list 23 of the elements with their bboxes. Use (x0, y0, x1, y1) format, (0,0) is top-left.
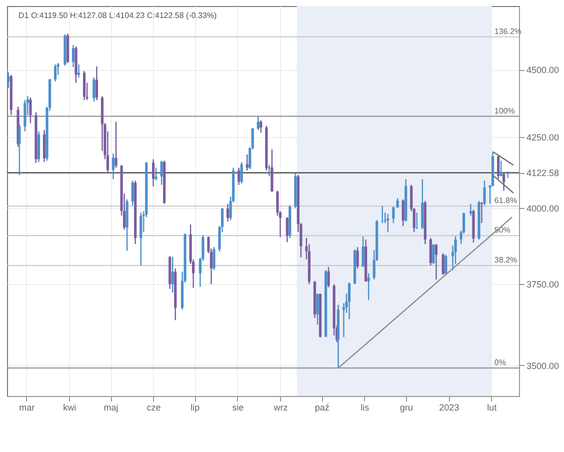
x-tick-label: cze (146, 402, 161, 412)
y-tick-label: 4250.00 (526, 132, 560, 142)
x-tick-label: sie (232, 402, 244, 412)
text: D1 O:4119.50 H:4127.08 L:4104.23 C:4122.58 (-0.33%) (18, 11, 218, 20)
y-tick-label: 3750.00 (526, 280, 560, 290)
y-tick-label: 4500.00 (526, 65, 560, 76)
annotation: 61.8% (494, 196, 518, 206)
y-tick-label: 4000.00 (526, 204, 560, 214)
y-tick-label: 3500.00 (526, 360, 560, 371)
x-tick-label: 2023 (439, 402, 460, 412)
annotation: 100% (494, 106, 515, 116)
x-tick-label: maj (104, 402, 118, 412)
x-tick-label: wrz (272, 402, 288, 412)
x-tick-label: lip (190, 402, 200, 412)
annotation: 38.2% (494, 255, 518, 264)
y-tick-label: 4122.58 (526, 168, 560, 178)
x-tick-label: lut (487, 402, 498, 412)
annotation: 0% (494, 358, 506, 368)
x-tick-label: kwi (63, 402, 76, 412)
x-tick-label: lis (360, 402, 370, 412)
x-tick-label: mar (19, 402, 35, 412)
x-tick-label: paź (314, 402, 330, 412)
x-tick-label: gru (400, 402, 413, 412)
